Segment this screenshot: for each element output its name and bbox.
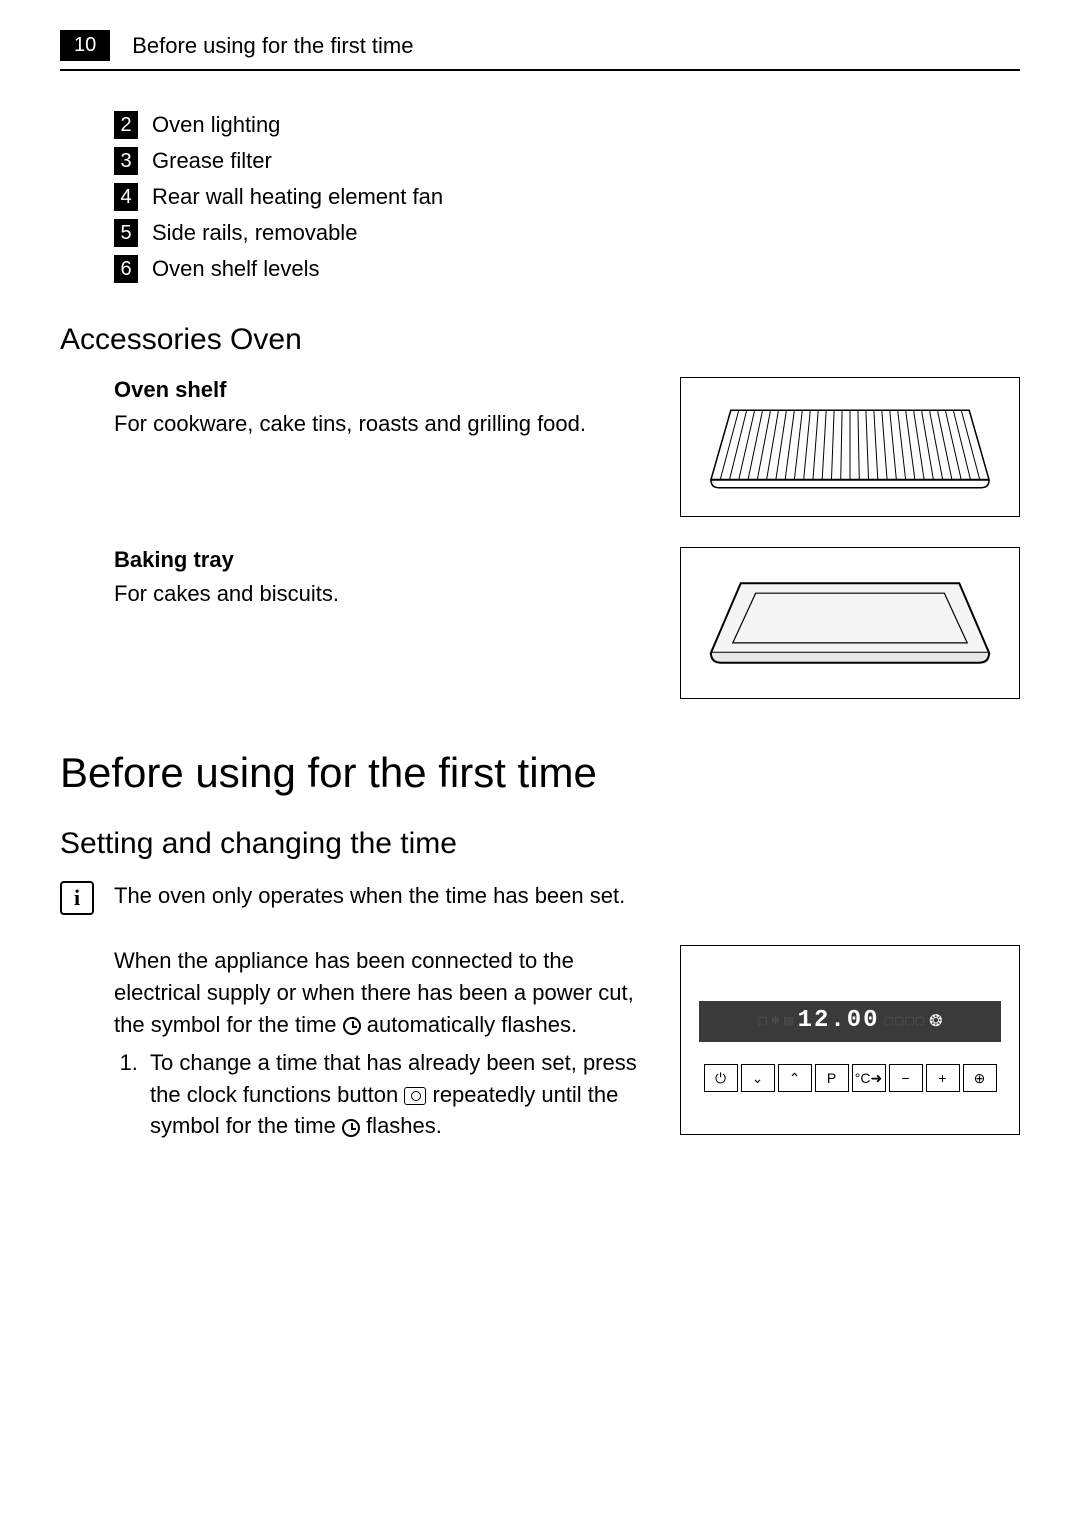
info-note-text: The oven only operates when the time has… bbox=[114, 881, 625, 912]
list-item: 2 Oven lighting bbox=[114, 111, 1020, 139]
info-note-row: i The oven only operates when the time h… bbox=[60, 881, 1020, 915]
oven-display: ▢ ❄ ▤ 12.00 ▢▢▢▢ ❂ bbox=[699, 1001, 1001, 1042]
list-item-text: Side rails, removable bbox=[152, 220, 357, 246]
list-item: 5 Side rails, removable bbox=[114, 219, 1020, 247]
list-item-text: Grease filter bbox=[152, 148, 272, 174]
list-item-text: Oven shelf levels bbox=[152, 256, 320, 282]
accessory-row: Baking tray For cakes and biscuits. bbox=[60, 547, 1020, 699]
accessory-title: Oven shelf bbox=[114, 377, 660, 403]
control-button-row: ⏻⌄⌃P°C➜−+⊕ bbox=[695, 1064, 1005, 1092]
display-fan-icon: ❂ bbox=[929, 1011, 942, 1031]
control-button: ⌄ bbox=[741, 1064, 775, 1092]
number-badge: 4 bbox=[114, 183, 138, 211]
number-badge: 3 bbox=[114, 147, 138, 175]
instruction-text: When the appliance has been connected to… bbox=[60, 945, 680, 1142]
display-time: 12.00 bbox=[798, 1007, 880, 1034]
clock-icon bbox=[343, 1017, 361, 1035]
number-badge: 6 bbox=[114, 255, 138, 283]
accessory-desc: For cookware, cake tins, roasts and gril… bbox=[114, 409, 660, 440]
list-item: 4 Rear wall heating element fan bbox=[114, 183, 1020, 211]
header-title: Before using for the first time bbox=[132, 33, 413, 59]
accessory-figure bbox=[680, 377, 1020, 517]
control-button: P bbox=[815, 1064, 849, 1092]
sub-heading: Setting and changing the time bbox=[60, 827, 1020, 861]
page-number: 10 bbox=[60, 30, 110, 61]
step1-c: flashes. bbox=[360, 1113, 442, 1138]
page-header: 10 Before using for the first time bbox=[60, 30, 1020, 71]
control-button: + bbox=[926, 1064, 960, 1092]
list-item: 6 Oven shelf levels bbox=[114, 255, 1020, 283]
accessory-figure bbox=[680, 547, 1020, 699]
accessories-heading: Accessories Oven bbox=[60, 323, 1020, 357]
control-button: °C➜ bbox=[852, 1064, 886, 1092]
display-icons-right: ▢▢▢▢ bbox=[884, 1014, 926, 1027]
list-item-text: Rear wall heating element fan bbox=[152, 184, 443, 210]
list-item-text: Oven lighting bbox=[152, 112, 280, 138]
instruction-para-b: automatically flashes. bbox=[361, 1012, 577, 1037]
control-button: ⌃ bbox=[778, 1064, 812, 1092]
main-heading: Before using for the first time bbox=[60, 749, 1020, 797]
instruction-row: When the appliance has been connected to… bbox=[60, 945, 1020, 1142]
accessory-title: Baking tray bbox=[114, 547, 660, 573]
clock-icon bbox=[342, 1119, 360, 1137]
control-button: ⏻ bbox=[704, 1064, 738, 1092]
accessory-desc: For cakes and biscuits. bbox=[114, 579, 660, 610]
accessories-container: Oven shelf For cookware, cake tins, roast… bbox=[60, 377, 1020, 699]
number-badge: 2 bbox=[114, 111, 138, 139]
clock-button-icon bbox=[404, 1087, 426, 1105]
list-item: 3 Grease filter bbox=[114, 147, 1020, 175]
component-list: 2 Oven lighting 3 Grease filter 4 Rear wall h… bbox=[114, 111, 1020, 283]
number-badge: 5 bbox=[114, 219, 138, 247]
info-icon: i bbox=[60, 881, 94, 915]
control-panel-figure: ▢ ❄ ▤ 12.00 ▢▢▢▢ ❂ ⏻⌄⌃P°C➜−+⊕ bbox=[680, 945, 1020, 1135]
control-button: ⊕ bbox=[963, 1064, 997, 1092]
accessory-row: Oven shelf For cookware, cake tins, roast… bbox=[60, 377, 1020, 517]
control-button: − bbox=[889, 1064, 923, 1092]
display-icons-left: ▢ ❄ ▤ bbox=[757, 1014, 793, 1027]
step-1: To change a time that has already been s… bbox=[144, 1047, 660, 1143]
